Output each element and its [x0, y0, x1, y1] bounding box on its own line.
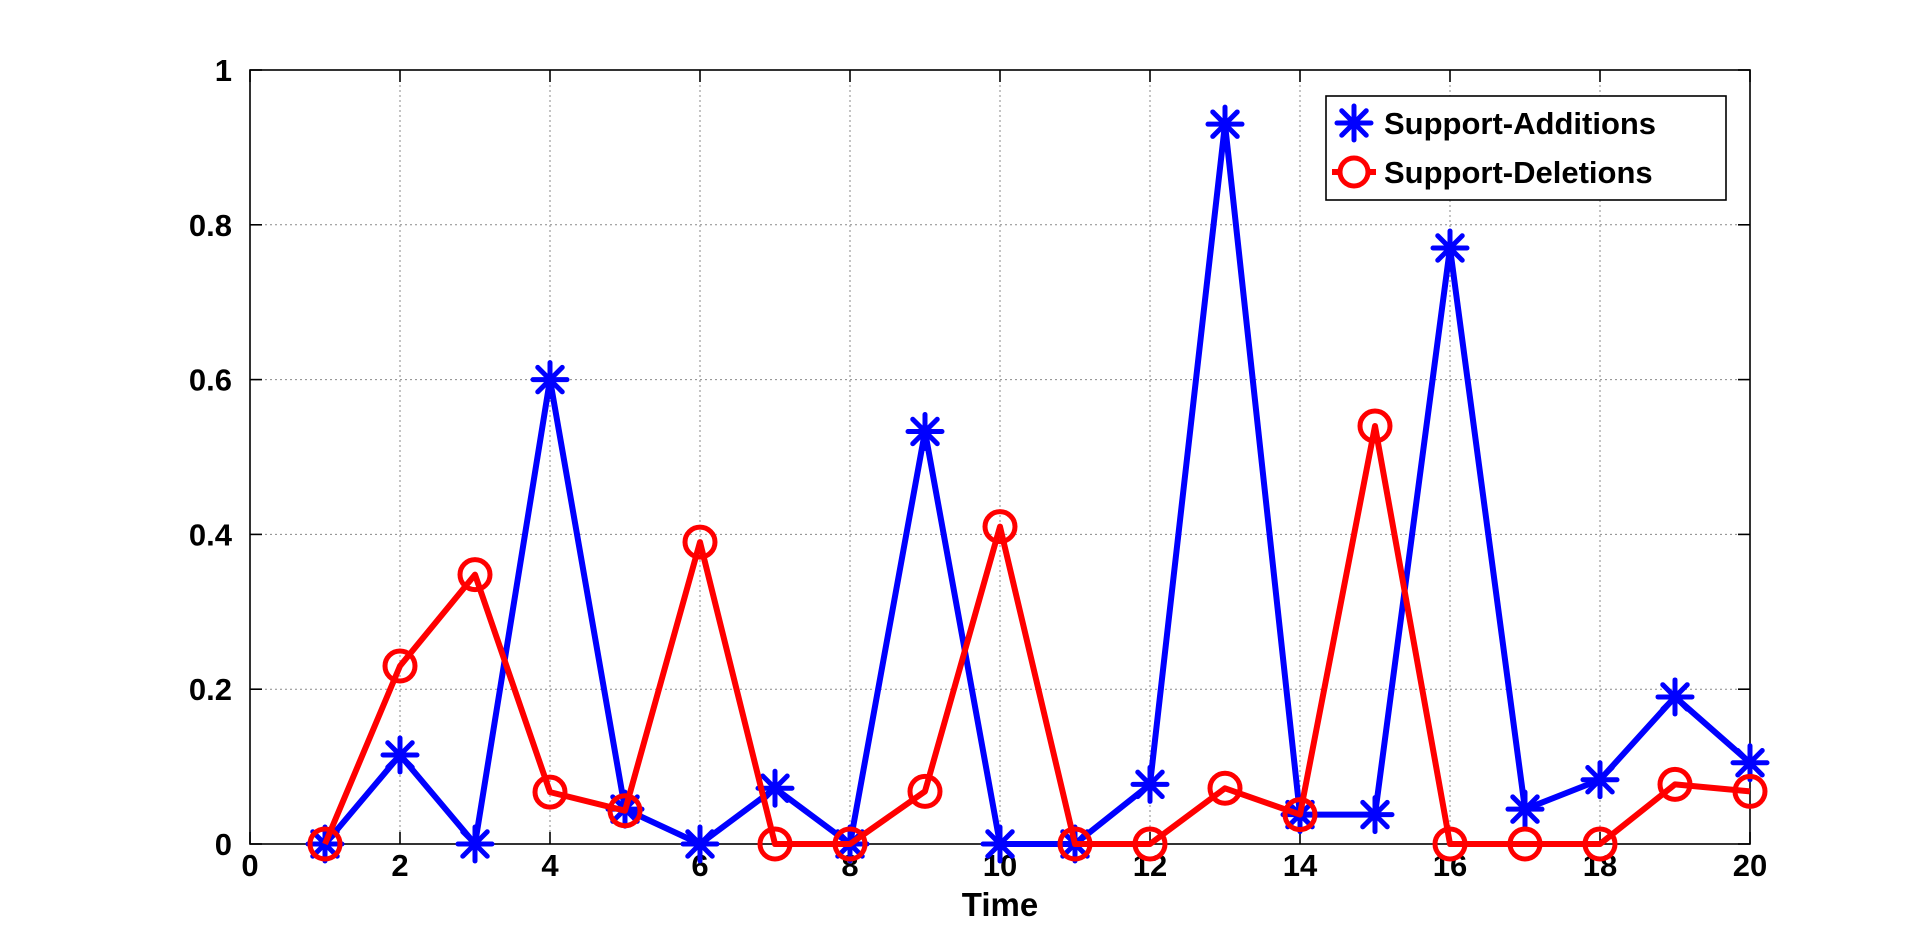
x-tick-label: 2 [391, 848, 408, 883]
data-point-support-additions [1655, 677, 1695, 717]
legend-label-support-deletions: Support-Deletions [1384, 155, 1653, 190]
data-point-support-deletions [982, 509, 1018, 545]
data-point-support-deletions [1207, 770, 1243, 806]
data-point-support-deletions [1057, 826, 1093, 862]
data-point-support-additions [1205, 104, 1245, 144]
data-point-support-additions [755, 768, 795, 808]
series-layer [305, 104, 1770, 864]
data-point-support-deletions [607, 793, 643, 829]
data-point-support-additions [680, 824, 720, 864]
data-point-support-deletions [382, 648, 418, 684]
data-point-support-deletions [1657, 766, 1693, 802]
data-point-support-additions [455, 824, 495, 864]
data-point-support-deletions [1582, 826, 1618, 862]
data-point-support-deletions [1432, 826, 1468, 862]
y-tick-label: 0.2 [189, 672, 232, 707]
series-support-deletions [307, 408, 1768, 862]
x-tick-label: 14 [1283, 848, 1318, 883]
data-point-support-additions [530, 360, 570, 400]
data-point-support-additions [1130, 764, 1170, 804]
legend: Support-Additions Support-Deletions [1325, 95, 1727, 201]
y-tick-label: 0.8 [189, 208, 232, 243]
y-tick-label: 0.4 [189, 517, 233, 552]
data-point-support-deletions [682, 524, 718, 560]
data-point-support-deletions [1282, 797, 1318, 833]
legend-marker-support-deletions [1337, 155, 1371, 189]
data-point-support-deletions [1507, 826, 1543, 862]
series-support-additions [305, 104, 1770, 864]
data-point-support-additions [1505, 789, 1545, 829]
data-point-support-deletions [1732, 773, 1768, 809]
legend-box [1325, 95, 1727, 201]
data-point-support-deletions [532, 774, 568, 810]
data-point-support-additions [980, 824, 1020, 864]
data-point-support-additions [380, 735, 420, 775]
data-point-support-additions [1355, 795, 1395, 835]
data-point-support-deletions [1132, 826, 1168, 862]
y-tick-label: 0 [215, 827, 232, 862]
y-tick-label: 1 [215, 53, 232, 88]
series-line-support-additions [322, 121, 1752, 847]
legend-marker-support-additions [1334, 103, 1374, 143]
data-point-support-deletions [907, 773, 943, 809]
x-tick-label: 0 [241, 848, 258, 883]
data-point-support-additions [905, 411, 945, 451]
data-point-support-deletions [457, 557, 493, 593]
data-point-support-deletions [1357, 408, 1393, 444]
data-point-support-additions [1430, 228, 1470, 268]
data-point-support-deletions [832, 826, 868, 862]
legend-label-support-additions: Support-Additions [1384, 106, 1656, 141]
data-point-support-deletions [757, 826, 793, 862]
data-point-support-deletions [307, 826, 343, 862]
data-point-support-additions [1580, 760, 1620, 800]
x-tick-label: 20 [1733, 848, 1767, 883]
x-tick-label: 6 [691, 848, 708, 883]
x-tick-label: 4 [541, 848, 559, 883]
y-tick-label: 0.6 [189, 363, 232, 398]
x-axis-title: Time [962, 886, 1038, 923]
